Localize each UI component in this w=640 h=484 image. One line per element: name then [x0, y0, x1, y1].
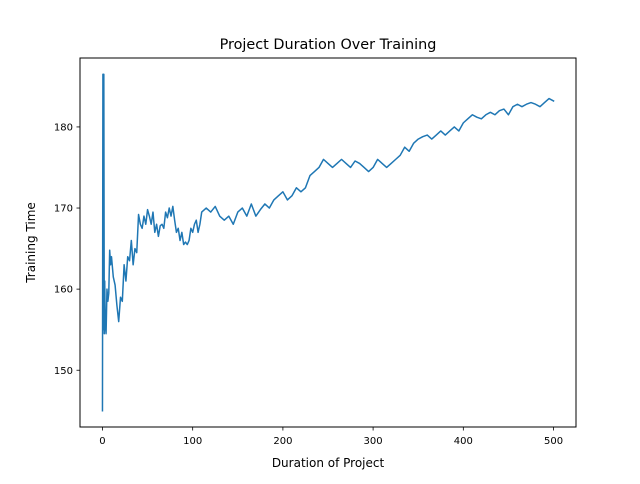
- y-axis: 150 160 170 180: [54, 123, 80, 377]
- x-tick-label: 500: [544, 436, 563, 447]
- x-tick-label: 0: [99, 436, 105, 447]
- x-tick-label: 200: [273, 436, 292, 447]
- y-tick-label: 150: [54, 366, 73, 377]
- x-axis-label: Duration of Project: [272, 456, 385, 470]
- y-tick-label: 170: [54, 204, 73, 215]
- plot-area: [101, 73, 555, 412]
- y-tick-label: 160: [54, 285, 73, 296]
- y-tick-label: 180: [54, 123, 73, 134]
- x-tick-label: 300: [364, 436, 383, 447]
- chart-title: Project Duration Over Training: [220, 37, 437, 53]
- x-axis: 0 100 200 300 400 500: [99, 427, 563, 447]
- y-axis-label: Training Time: [24, 202, 38, 284]
- plot-frame: [79, 57, 577, 428]
- x-tick-label: 400: [454, 436, 473, 447]
- x-tick-label: 100: [183, 436, 202, 447]
- series-line-0: [101, 73, 555, 412]
